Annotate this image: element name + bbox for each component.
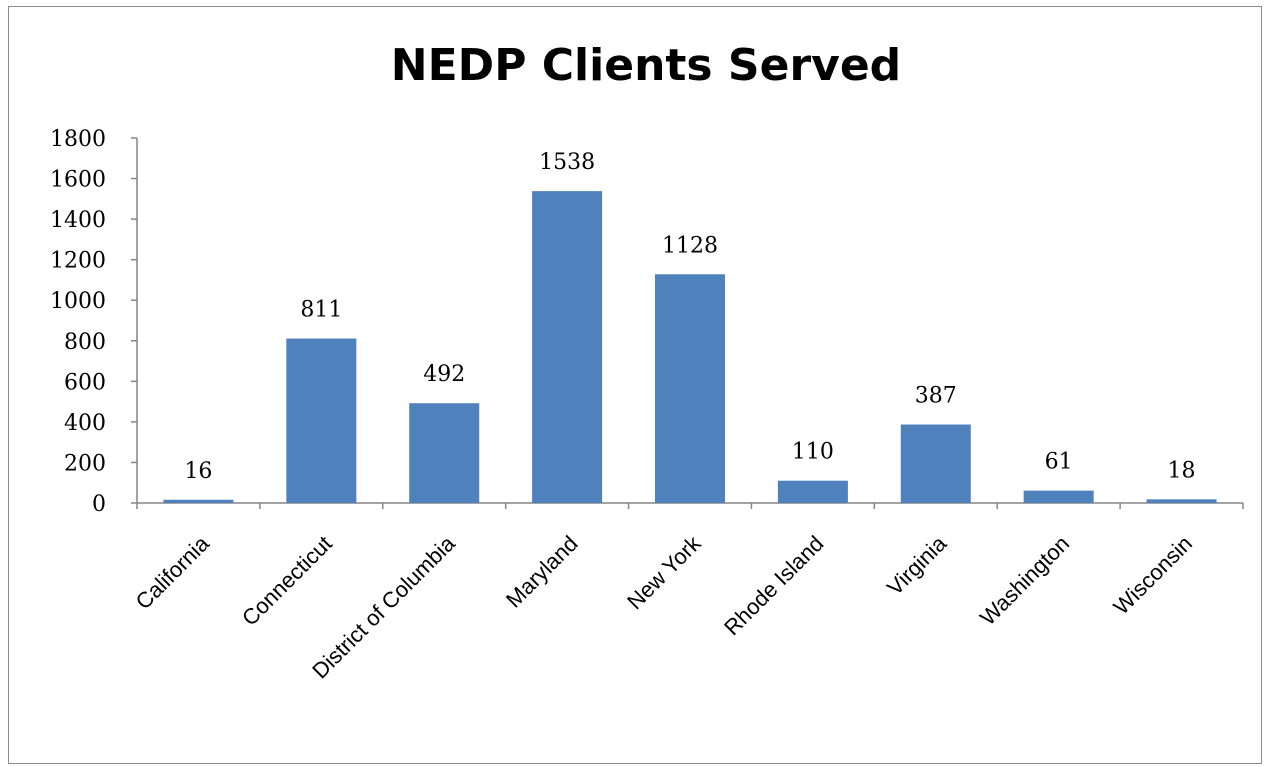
bar-virginia: [900, 424, 971, 503]
data-label: 492: [423, 362, 465, 387]
y-tick-label: 1800: [50, 127, 106, 152]
data-label: 1538: [539, 150, 595, 175]
x-category-label: Virginia: [882, 530, 952, 600]
y-tick-label: 400: [64, 411, 106, 436]
y-tick-labels: 0 200 400 600 800 1000 1200 1400 1600 1800: [50, 127, 106, 517]
data-label: 61: [1045, 450, 1073, 475]
y-tick-label: 1000: [50, 289, 106, 314]
x-category-label: Maryland: [501, 531, 583, 613]
bar-washington: [1023, 490, 1094, 503]
chart-frame: [8, 6, 1262, 764]
data-label: 18: [1168, 458, 1196, 483]
x-category-label: Rhode Island: [719, 531, 828, 640]
data-label: 811: [300, 298, 342, 323]
bars: [163, 191, 1217, 503]
bar-rhode-island: [777, 480, 848, 503]
y-tick-label: 1200: [50, 249, 106, 274]
y-tick-label: 200: [64, 451, 106, 476]
data-label: 110: [792, 440, 834, 465]
bar-connecticut: [286, 338, 357, 503]
chart-title: NEDP Clients Served: [390, 40, 902, 91]
y-tick-label: 1600: [50, 168, 106, 193]
bar-maryland: [532, 191, 603, 503]
data-label: 1128: [662, 233, 718, 258]
data-labels: 16 811 492 1538 1128 110 387 61 18: [184, 150, 1195, 484]
data-label: 16: [184, 459, 212, 484]
x-category-label: California: [131, 530, 215, 614]
bar-wisconsin: [1146, 499, 1217, 503]
bar-district-of-columbia: [409, 403, 480, 503]
x-category-label: Washington: [975, 531, 1074, 630]
bar-california: [163, 499, 234, 503]
data-label: 387: [915, 384, 957, 409]
x-category-label: New York: [622, 530, 706, 614]
x-category-label: Wisconsin: [1109, 531, 1198, 620]
y-tick-label: 1400: [50, 208, 106, 233]
bar-new-york: [655, 274, 725, 503]
x-category-label: Connecticut: [237, 531, 337, 631]
y-tick-label: 600: [64, 370, 106, 395]
y-tick-label: 0: [92, 492, 106, 517]
y-tick-label: 800: [64, 330, 106, 355]
